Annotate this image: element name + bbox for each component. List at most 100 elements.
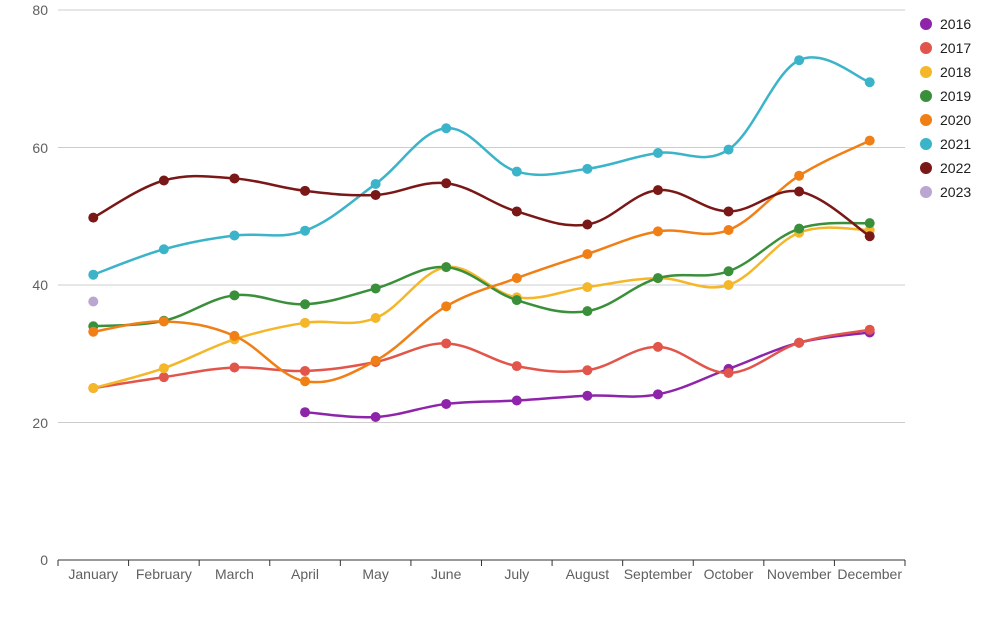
series-marker-2021 — [88, 270, 98, 280]
series-marker-2017 — [724, 368, 734, 378]
legend-label: 2016 — [940, 17, 971, 31]
legend-item-2021[interactable]: 2021 — [920, 132, 971, 156]
legend-item-2016[interactable]: 2016 — [920, 12, 971, 36]
legend-item-2018[interactable]: 2018 — [920, 60, 971, 84]
series-marker-2021 — [371, 179, 381, 189]
series-marker-2020 — [582, 249, 592, 259]
x-tick-label: February — [136, 566, 192, 582]
series-marker-2019 — [582, 306, 592, 316]
series-marker-2017 — [441, 338, 451, 348]
series-line-2021 — [93, 57, 869, 274]
series-marker-2016 — [512, 396, 522, 406]
chart-container: 020406080 JanuaryFebruaryMarchAprilMayJu… — [0, 0, 1000, 619]
series-marker-2017 — [582, 365, 592, 375]
legend-item-2020[interactable]: 2020 — [920, 108, 971, 132]
series-marker-2022 — [512, 206, 522, 216]
x-tick-label: July — [504, 566, 529, 582]
series-marker-2018 — [159, 363, 169, 373]
legend-label: 2022 — [940, 161, 971, 175]
series-marker-2022 — [794, 187, 804, 197]
series-marker-2022 — [441, 178, 451, 188]
legend-label: 2018 — [940, 65, 971, 79]
legend-marker-icon — [920, 162, 932, 174]
legend-item-2019[interactable]: 2019 — [920, 84, 971, 108]
series-marker-2018 — [88, 383, 98, 393]
legend-label: 2023 — [940, 185, 971, 199]
series-marker-2021 — [159, 244, 169, 254]
series-marker-2020 — [441, 301, 451, 311]
series-marker-2021 — [865, 77, 875, 87]
x-tick-label: June — [431, 566, 461, 582]
legend-label: 2017 — [940, 41, 971, 55]
legend-item-2023[interactable]: 2023 — [920, 180, 971, 204]
series-marker-2017 — [865, 325, 875, 335]
legend-label: 2020 — [940, 113, 971, 127]
legend-label: 2019 — [940, 89, 971, 103]
series-marker-2021 — [300, 226, 310, 236]
series-marker-2018 — [582, 282, 592, 292]
series-marker-2022 — [865, 231, 875, 241]
series-line-2022 — [93, 176, 869, 236]
series-marker-2022 — [724, 206, 734, 216]
x-tick-label: October — [704, 566, 754, 582]
legend-marker-icon — [920, 42, 932, 54]
series-marker-2022 — [229, 173, 239, 183]
legend-marker-icon — [920, 114, 932, 126]
series-marker-2016 — [300, 407, 310, 417]
line-chart — [0, 0, 1000, 619]
series-marker-2019 — [512, 295, 522, 305]
legend-item-2017[interactable]: 2017 — [920, 36, 971, 60]
legend-marker-icon — [920, 66, 932, 78]
x-tick-label: December — [837, 566, 902, 582]
series-marker-2021 — [441, 123, 451, 133]
x-tick-label: September — [624, 566, 692, 582]
chart-legend: 2016 2017 2018 2019 2020 2021 2022 2023 — [920, 12, 971, 204]
series-marker-2022 — [88, 213, 98, 223]
series-marker-2020 — [512, 273, 522, 283]
x-tick-label: March — [215, 566, 254, 582]
series-marker-2020 — [159, 316, 169, 326]
series-marker-2019 — [371, 283, 381, 293]
series-marker-2019 — [441, 262, 451, 272]
x-tick-label: November — [767, 566, 832, 582]
series-marker-2023 — [88, 297, 98, 307]
series-marker-2019 — [724, 266, 734, 276]
series-marker-2022 — [300, 186, 310, 196]
series-marker-2020 — [229, 331, 239, 341]
series-marker-2020 — [653, 226, 663, 236]
series-marker-2020 — [724, 225, 734, 235]
series-marker-2019 — [229, 290, 239, 300]
legend-marker-icon — [920, 90, 932, 102]
series-marker-2021 — [229, 231, 239, 241]
x-tick-label: April — [291, 566, 319, 582]
legend-marker-icon — [920, 186, 932, 198]
series-marker-2020 — [865, 136, 875, 146]
series-marker-2018 — [300, 318, 310, 328]
series-marker-2022 — [159, 176, 169, 186]
x-tick-label: May — [362, 566, 388, 582]
series-marker-2021 — [724, 145, 734, 155]
legend-marker-icon — [920, 138, 932, 150]
series-marker-2020 — [371, 356, 381, 366]
series-marker-2019 — [794, 224, 804, 234]
y-tick-label: 20 — [4, 415, 48, 431]
series-marker-2021 — [653, 148, 663, 158]
series-line-2018 — [93, 228, 869, 388]
y-tick-label: 60 — [4, 140, 48, 156]
series-marker-2020 — [300, 376, 310, 386]
series-marker-2016 — [582, 391, 592, 401]
series-marker-2017 — [794, 338, 804, 348]
legend-item-2022[interactable]: 2022 — [920, 156, 971, 180]
legend-label: 2021 — [940, 137, 971, 151]
series-marker-2018 — [724, 280, 734, 290]
series-marker-2022 — [371, 190, 381, 200]
series-marker-2016 — [653, 389, 663, 399]
series-marker-2019 — [300, 299, 310, 309]
legend-marker-icon — [920, 18, 932, 30]
x-axis-labels: JanuaryFebruaryMarchAprilMayJuneJulyAugu… — [0, 566, 1000, 596]
x-tick-label: January — [68, 566, 118, 582]
series-marker-2021 — [794, 55, 804, 65]
series-marker-2016 — [371, 412, 381, 422]
series-marker-2017 — [512, 361, 522, 371]
series-marker-2017 — [653, 342, 663, 352]
